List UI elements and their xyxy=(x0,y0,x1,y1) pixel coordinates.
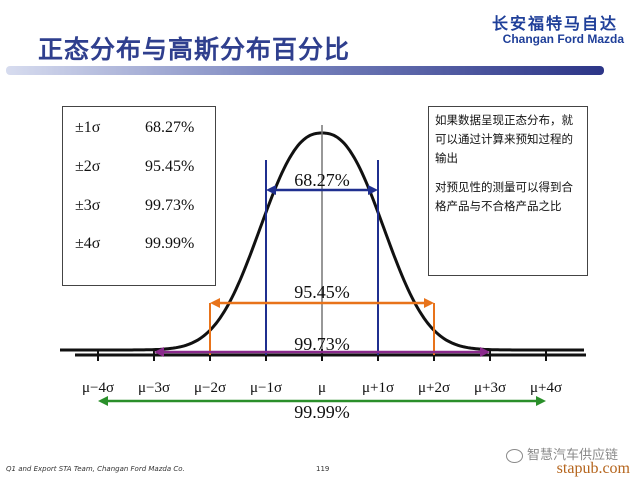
axis-tick-label: μ+1σ xyxy=(362,380,394,396)
axis-tick-label: μ xyxy=(318,380,326,396)
range-arrowhead-left xyxy=(210,298,220,308)
range-arrowhead-right xyxy=(536,396,546,406)
sigma-label: ±4σ xyxy=(75,235,101,252)
wechat-icon xyxy=(505,448,523,463)
axis-tick-label: μ+3σ xyxy=(474,380,506,396)
axis-tick-label: μ−1σ xyxy=(250,380,282,396)
sigma-value: 99.99% xyxy=(145,235,195,252)
sigma-row: ±2σ 95.45% xyxy=(75,158,194,176)
axis-tick-label: μ−4σ xyxy=(82,380,114,396)
header-divider-bar xyxy=(6,66,604,75)
sigma-value: 68.27% xyxy=(145,119,195,136)
range-arrowhead-left xyxy=(98,396,108,406)
sigma-row: ±3σ 99.73% xyxy=(75,197,194,215)
sigma-label: ±1σ xyxy=(75,119,101,136)
range-percentage-label: 99.99% xyxy=(294,402,350,422)
sigma-row: ±4σ 99.99% xyxy=(75,235,194,253)
sigma-percentage-table: ±1σ 68.27% ±2σ 95.45% ±3σ 99.73% ±4σ 99.99% xyxy=(62,106,216,286)
sigma-label: ±3σ xyxy=(75,197,101,214)
range-arrowhead-right xyxy=(480,347,490,357)
range-arrowhead-left xyxy=(154,347,164,357)
range-arrowhead-left xyxy=(266,185,276,195)
note-paragraph: 对预见性的测量可以得到合格产品与不合格产品之比 xyxy=(435,180,573,213)
axis-tick-label: μ−3σ xyxy=(138,380,170,396)
sigma-label: ±2σ xyxy=(75,158,101,175)
footer-credit: Q1 and Export STA Team, Changan Ford Maz… xyxy=(6,465,185,473)
axis-tick-label: μ−2σ xyxy=(194,380,226,396)
sigma-value: 99.73% xyxy=(145,197,195,214)
range-arrowhead-right xyxy=(424,298,434,308)
range-percentage-label: 95.45% xyxy=(294,282,350,302)
brand-name-en: Changan Ford Mazda xyxy=(502,32,624,46)
range-arrowhead-right xyxy=(368,185,378,195)
axis-tick-label: μ+2σ xyxy=(418,380,450,396)
page-number: 119 xyxy=(316,465,330,473)
wechat-watermark: 智慧汽车供应链 xyxy=(505,444,618,463)
sigma-row: ±1σ 68.27% xyxy=(75,119,194,137)
site-watermark: stapub.com xyxy=(556,460,630,477)
note-paragraph: 如果数据呈现正态分布，就可以通过计算来预知过程的输出 xyxy=(435,113,573,165)
page-title: 正态分布与高斯分布百分比 xyxy=(38,35,351,64)
wechat-account-name: 智慧汽车供应链 xyxy=(526,448,618,463)
explanation-note-box: 如果数据呈现正态分布，就可以通过计算来预知过程的输出 对预见性的测量可以得到合格… xyxy=(428,106,588,276)
brand-name-cn: 长安福特马自达 xyxy=(491,14,618,33)
sigma-value: 95.45% xyxy=(145,158,195,175)
range-percentage-label: 99.73% xyxy=(294,334,350,354)
range-percentage-label: 68.27% xyxy=(294,170,350,190)
axis-tick-label: μ+4σ xyxy=(530,380,562,396)
